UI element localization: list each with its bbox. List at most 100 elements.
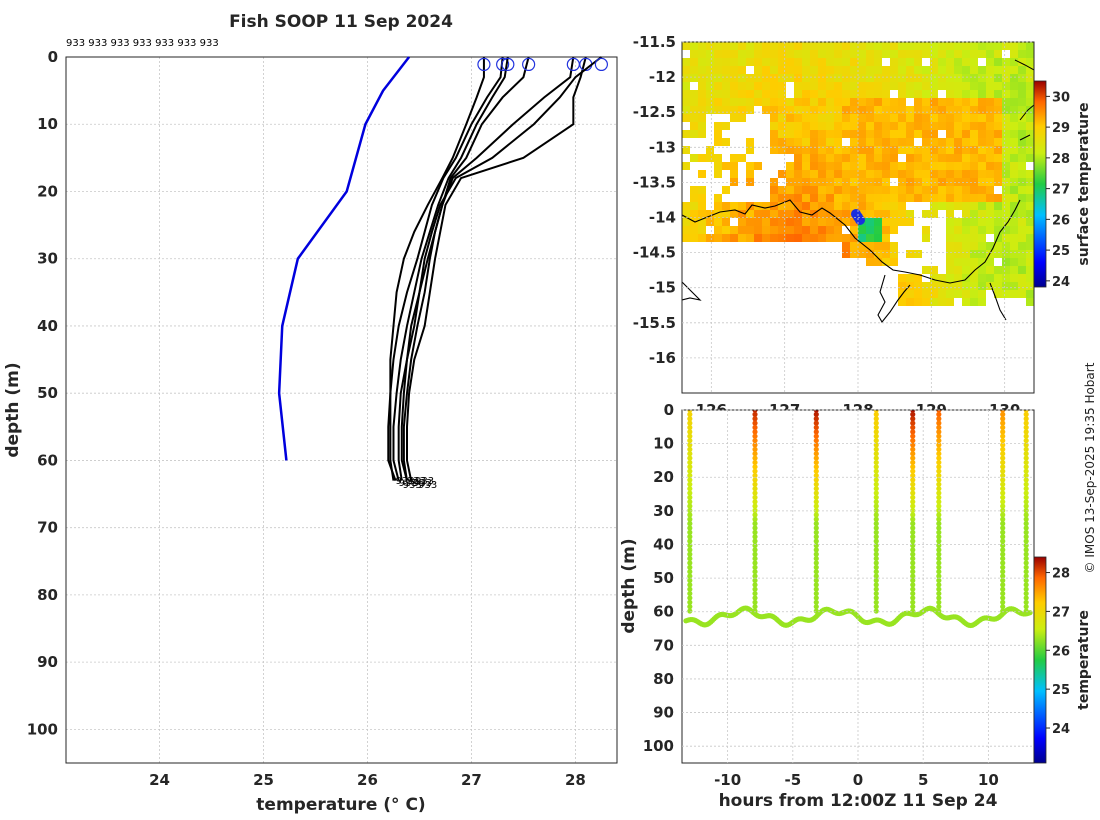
sst-cell bbox=[818, 98, 826, 106]
sst-cell bbox=[698, 226, 706, 234]
sst-cell bbox=[762, 66, 770, 74]
sst-cell bbox=[938, 42, 946, 50]
sst-cell bbox=[978, 170, 986, 178]
section-xlabel: hours from 12:00Z 11 Sep 24 bbox=[719, 791, 998, 811]
sst-cell bbox=[994, 42, 1002, 50]
sst-cell bbox=[746, 162, 754, 170]
sst-cell bbox=[922, 186, 930, 194]
sst-cell bbox=[866, 210, 874, 218]
sst-cell bbox=[778, 146, 786, 154]
sst-cell bbox=[866, 162, 874, 170]
sst-cell bbox=[962, 210, 970, 218]
sst-cell bbox=[994, 114, 1002, 122]
section-point bbox=[873, 446, 879, 452]
sst-cell bbox=[970, 82, 978, 90]
sst-cell bbox=[842, 250, 850, 258]
sst-cell bbox=[906, 154, 914, 162]
sst-cell bbox=[946, 266, 954, 274]
section-point bbox=[936, 477, 942, 483]
sst-cell bbox=[946, 242, 954, 250]
sst-cell bbox=[1026, 98, 1034, 106]
sst-cell bbox=[818, 186, 826, 194]
sst-cell bbox=[818, 194, 826, 202]
sst-cell bbox=[962, 202, 970, 210]
sst-cell bbox=[690, 234, 698, 242]
sst-cell bbox=[858, 50, 866, 58]
section-point bbox=[936, 586, 942, 592]
sst-cell bbox=[1002, 130, 1010, 138]
sst-cell bbox=[690, 58, 698, 66]
sst-cell bbox=[922, 170, 930, 178]
sst-cell bbox=[698, 90, 706, 98]
sst-cell bbox=[994, 50, 1002, 58]
section-point bbox=[752, 604, 758, 610]
section-point bbox=[936, 521, 942, 527]
sst-cell bbox=[922, 74, 930, 82]
sst-cell bbox=[1026, 186, 1034, 194]
map-ytick-label: -13 bbox=[649, 138, 676, 156]
sst-cell bbox=[986, 154, 994, 162]
section-point bbox=[687, 424, 693, 431]
section-point bbox=[1000, 411, 1006, 417]
section-point bbox=[752, 582, 758, 588]
sst-cell bbox=[770, 106, 778, 114]
section-point bbox=[687, 525, 693, 531]
sst-cell bbox=[922, 298, 930, 306]
sst-cell bbox=[794, 50, 802, 58]
sst-cell bbox=[682, 66, 690, 74]
sst-cell bbox=[962, 274, 970, 282]
sst-cell bbox=[1018, 58, 1026, 66]
sst-cell bbox=[810, 162, 818, 170]
sst-cell bbox=[850, 202, 858, 210]
sst-cell bbox=[986, 90, 994, 98]
sst-cell bbox=[954, 226, 962, 234]
sst-cell bbox=[938, 58, 946, 66]
sst-cell bbox=[842, 242, 850, 250]
map-ytick-label: -15 bbox=[649, 279, 676, 297]
section-point bbox=[910, 468, 916, 474]
credit: © IMOS 13-Sep-2025 19:35 Hobart bbox=[1083, 362, 1097, 573]
sst-cell bbox=[970, 218, 978, 226]
sst-cell bbox=[970, 106, 978, 114]
section-ytick-label: 60 bbox=[653, 603, 674, 621]
sst-cell bbox=[954, 130, 962, 138]
sst-cell bbox=[770, 114, 778, 122]
sst-cell bbox=[738, 114, 746, 122]
sst-cell bbox=[722, 234, 730, 242]
sst-cell bbox=[1002, 266, 1010, 274]
sst-cell bbox=[794, 58, 802, 66]
sst-cell bbox=[930, 290, 938, 298]
sst-cell bbox=[762, 58, 770, 66]
sst-cell bbox=[834, 226, 842, 234]
sst-cell bbox=[786, 202, 794, 210]
section-point bbox=[752, 551, 758, 557]
ship-track bbox=[851, 209, 865, 225]
section-point bbox=[687, 486, 693, 492]
section-point bbox=[873, 521, 879, 527]
section-point bbox=[687, 569, 693, 575]
sst-cell bbox=[698, 202, 706, 210]
sst-cell bbox=[770, 194, 778, 202]
sst-cell bbox=[898, 90, 906, 98]
sst-cell bbox=[834, 194, 842, 202]
sst-cell bbox=[818, 226, 826, 234]
sst-cell bbox=[834, 146, 842, 154]
sst-cell bbox=[754, 226, 762, 234]
section-point bbox=[910, 437, 916, 444]
sst-cell bbox=[826, 210, 834, 218]
section-point bbox=[873, 433, 879, 439]
sst-cell bbox=[682, 74, 690, 82]
sst-cell bbox=[778, 106, 786, 114]
profile-ytick-label: 60 bbox=[37, 451, 58, 469]
sst-cell bbox=[866, 250, 874, 258]
sst-cell bbox=[762, 50, 770, 58]
sst-cell bbox=[890, 130, 898, 138]
section-point bbox=[910, 420, 916, 426]
sst-cell bbox=[1010, 98, 1018, 106]
sst-cell bbox=[810, 194, 818, 202]
sst-cell bbox=[698, 58, 706, 66]
sst-cell bbox=[834, 218, 842, 226]
sst-cell bbox=[786, 130, 794, 138]
sst-cell bbox=[802, 162, 810, 170]
